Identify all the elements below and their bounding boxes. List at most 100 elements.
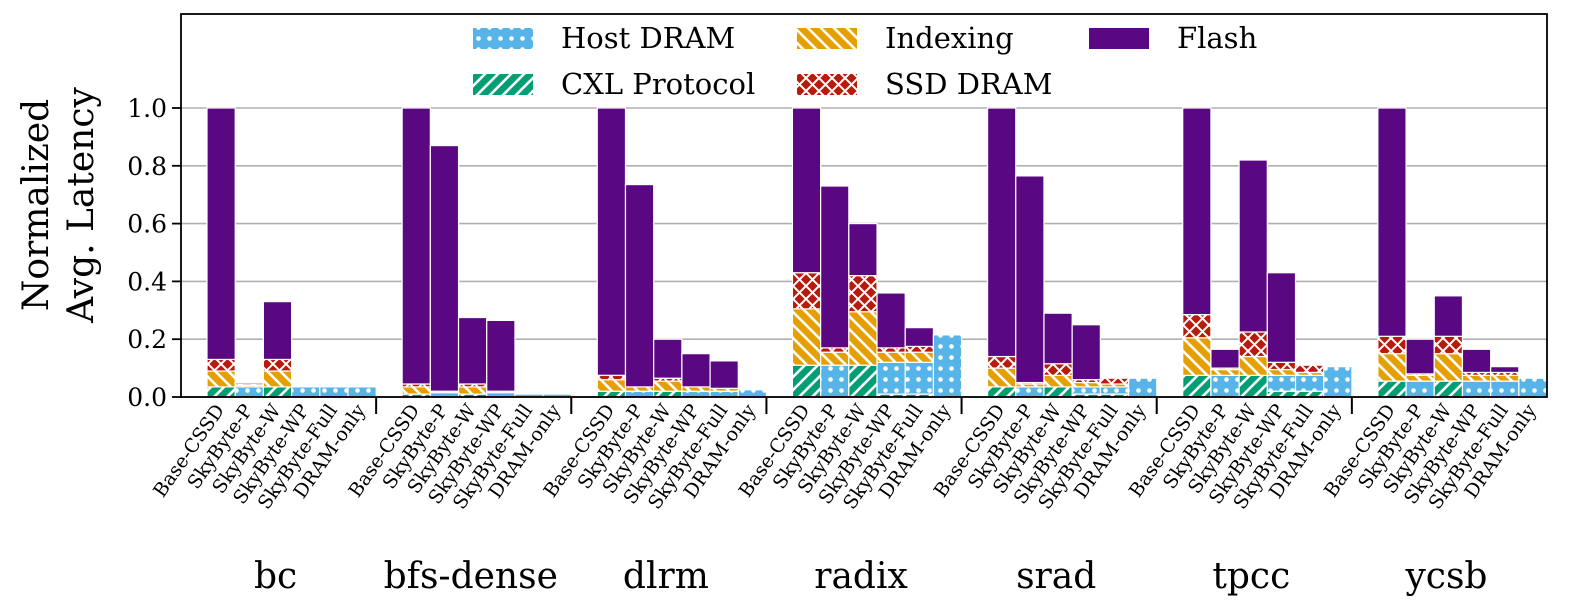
bar-segment-indexing	[1461, 374, 1492, 382]
bar-segment-flash	[1182, 107, 1212, 316]
legend-swatch	[797, 74, 857, 95]
bar-segment-ssd-dram	[596, 374, 627, 381]
bar-segment-cxl-protocol	[1182, 374, 1212, 398]
y-tick-label: 0.0	[127, 383, 167, 412]
legend-swatch	[1089, 28, 1149, 49]
bar-segment-ssd-dram	[986, 355, 1017, 369]
bar-group-bfs-dense	[401, 107, 572, 398]
bar-group-bc	[206, 107, 377, 398]
bar-segment-indexing	[1405, 374, 1435, 382]
bar-segment-host-dram	[347, 386, 377, 398]
bar-segment-flash	[1210, 348, 1240, 369]
legend: Host DRAM Indexing Flash CXL Protocol SSD DR…	[473, 21, 1257, 101]
bar-segment-flash	[1266, 272, 1297, 363]
bar-segment-indexing	[904, 351, 935, 363]
group-labels: bc bfs-dense dlrm radix srad tpcc ycsb	[254, 397, 1487, 597]
bar-segment-indexing	[206, 370, 236, 388]
bar-segment-host-dram	[1518, 377, 1548, 398]
bar-segment-host-dram	[1210, 374, 1240, 398]
bar-segment-flash	[457, 316, 488, 385]
bar-segment-flash	[1405, 338, 1435, 375]
y-ticks: 0.0 0.2 0.4 0.6 0.8 1.0	[127, 94, 181, 412]
bar-segment-indexing	[624, 386, 655, 392]
bar-segment-flash	[624, 183, 655, 388]
bar-segment-flash	[401, 107, 431, 385]
y-axis-title-line-1: Normalized	[16, 99, 57, 311]
y-tick-label: 0.4	[127, 267, 167, 296]
bar-segment-host-dram	[1294, 374, 1325, 392]
bar-segment-ssd-dram	[1377, 335, 1407, 355]
bar-segment-flash	[1433, 295, 1464, 337]
bar-segment-indexing	[1266, 368, 1297, 376]
legend-label: Flash	[1177, 21, 1257, 55]
bar-segment-cxl-protocol	[791, 364, 822, 398]
bar-segment-host-dram	[1461, 380, 1492, 398]
bar-group-tpcc	[1182, 107, 1353, 398]
bar-segment-cxl-protocol	[206, 386, 236, 398]
bar-segment-ssd-dram	[820, 347, 850, 353]
bar-segment-flash	[262, 301, 293, 361]
bar-segment-host-dram	[319, 386, 349, 398]
bar-segment-indexing	[1210, 368, 1240, 376]
group-label-radix: radix	[814, 556, 908, 597]
bar-segment-indexing	[596, 379, 627, 392]
bar-segment-indexing	[1238, 355, 1268, 376]
bar-group-ycsb	[1377, 107, 1548, 398]
bar-segment-flash	[1071, 324, 1101, 381]
y-axis-title: Normalized Avg. Latency	[16, 87, 102, 324]
bar-segment-flash	[429, 144, 460, 392]
group-label-dlrm: dlrm	[623, 556, 709, 597]
bar-segment-host-dram	[1323, 366, 1353, 398]
bar-segment-ssd-dram	[1182, 314, 1212, 339]
bar-segment-indexing	[791, 308, 822, 366]
bar-segment-flash	[709, 360, 739, 389]
bar-segment-flash	[820, 185, 850, 349]
legend-item-flash: Flash	[1089, 21, 1257, 55]
bar-segment-indexing	[820, 351, 850, 366]
bar-segment-ssd-dram	[1294, 364, 1325, 374]
bar-segment-flash	[486, 319, 516, 392]
legend-item-indexing: Indexing	[797, 21, 1014, 55]
bar-segment-ssd-dram	[876, 347, 906, 353]
legend-swatch	[473, 28, 533, 49]
bar-segment-flash	[1461, 348, 1492, 374]
bar-segment-indexing	[986, 367, 1017, 388]
bar-segment-indexing	[1433, 353, 1464, 382]
bar-segment-flash	[904, 327, 935, 348]
bar-segment-ssd-dram	[848, 275, 878, 313]
bar-segment-flash	[206, 107, 236, 361]
x-labels: Base-CSSDSkyByte-PSkyByte-WSkyByte-WPSky…	[149, 400, 1541, 514]
group-label-srad: srad	[1016, 556, 1096, 597]
bar-segment-flash	[1238, 159, 1268, 333]
bar-segment-flash	[986, 107, 1017, 358]
plot-frame	[180, 13, 1548, 398]
legend-swatch	[473, 74, 533, 95]
bar-segment-host-dram	[1266, 374, 1297, 392]
bar-segment-cxl-protocol	[848, 364, 878, 398]
bar-segment-ssd-dram	[206, 358, 236, 372]
bar-segment-cxl-protocol	[1377, 380, 1407, 398]
bar-segment-host-dram	[291, 386, 321, 398]
bar-segment-ssd-dram	[791, 272, 822, 310]
legend-label: Indexing	[885, 21, 1014, 55]
bar-segment-host-dram	[1490, 380, 1520, 398]
group-label-bfs-dense: bfs-dense	[384, 556, 558, 597]
legend-item-ssd-dram: SSD DRAM	[797, 67, 1052, 101]
legend-label: CXL Protocol	[561, 67, 755, 101]
bar-segment-indexing	[1182, 337, 1212, 376]
bar-group-dlrm	[596, 107, 768, 398]
bar-segment-indexing	[1043, 374, 1073, 388]
bar-segment-indexing	[1071, 381, 1101, 388]
legend-swatch	[797, 28, 857, 49]
bar-segment-ssd-dram	[262, 358, 293, 372]
bars	[206, 107, 1548, 398]
bar-segment-host-dram	[737, 389, 768, 398]
bar-segment-host-dram	[904, 361, 935, 395]
bar-segment-host-dram	[1099, 386, 1130, 395]
bar-segment-indexing	[262, 370, 293, 388]
bar-segment-flash	[791, 107, 822, 274]
bar-segment-flash	[876, 292, 906, 349]
bar-segment-flash	[234, 381, 264, 385]
bar-segment-flash	[1043, 312, 1073, 365]
bar-segment-host-dram	[932, 334, 963, 398]
